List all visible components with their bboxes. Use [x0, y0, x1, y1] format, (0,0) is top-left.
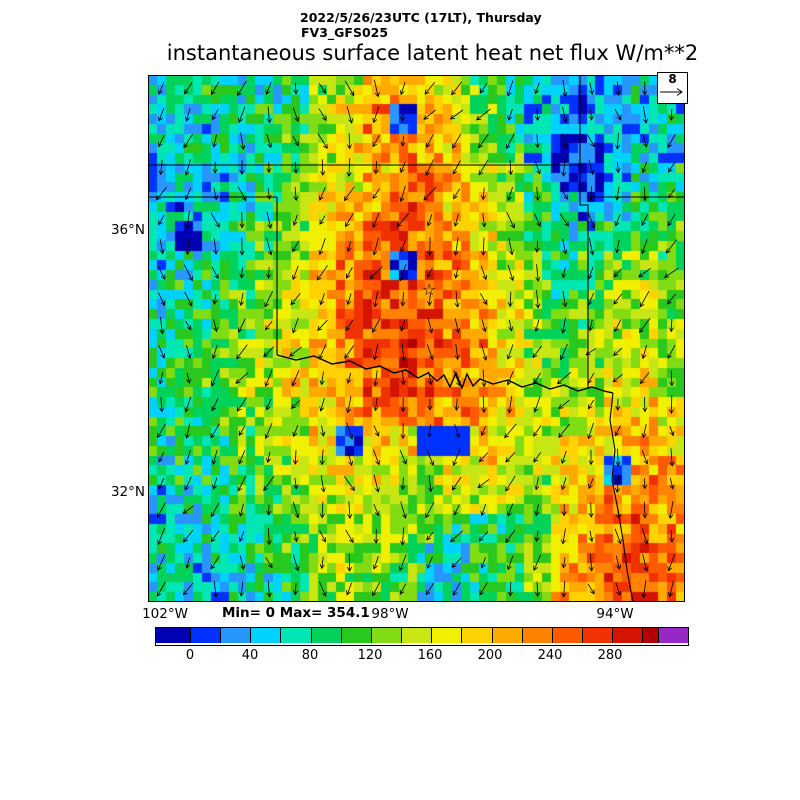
colorbar-segment — [311, 628, 342, 643]
colorbar-tick-label: 160 — [417, 648, 443, 663]
lon-tick-98w: 98°W — [371, 606, 409, 622]
colorbar-segment — [613, 628, 644, 643]
colorbar-tick-label: 240 — [537, 648, 563, 663]
lon-tick-102w: 102°W — [142, 606, 188, 622]
lat-tick-32n: 32°N — [110, 484, 145, 500]
colorbar-tick-label: 280 — [597, 648, 623, 663]
colorbar-segment — [221, 628, 252, 643]
colorbar-segment — [281, 628, 312, 643]
colorbar-tick-label: 80 — [301, 648, 319, 663]
location-star-marker: ☆ — [422, 280, 437, 299]
colorbar-segment — [402, 628, 433, 643]
map-overlay — [148, 75, 685, 602]
colorbar-segment — [643, 628, 659, 643]
colorbar-segment — [492, 628, 523, 643]
colorbar-segment — [251, 628, 282, 643]
state-boundary-oklahoma-east — [579, 165, 685, 388]
state-boundary-oklahoma-panhandle — [148, 196, 278, 355]
reference-vector-value: 8 — [668, 72, 677, 86]
colorbar-segment — [552, 628, 584, 643]
heatmap-canvas — [148, 75, 685, 602]
colorbar-tick-label: 120 — [357, 648, 383, 663]
colorbar-tick-label: 0 — [185, 648, 195, 663]
wind-vectors — [155, 79, 679, 599]
colorbar-segment — [156, 628, 192, 643]
lon-tick-94w: 94°W — [596, 606, 634, 622]
colorbar-tick-label: 40 — [241, 648, 259, 663]
colorbar — [155, 627, 689, 646]
valid-time-text: 2022/5/26/23UTC (17LT), Thursday — [300, 10, 542, 25]
colorbar-segment — [462, 628, 493, 643]
model-name-text: FV3_GFS025 — [301, 25, 389, 40]
colorbar-segment — [432, 628, 463, 643]
reference-arrow-icon — [660, 88, 683, 96]
lat-tick-36n: 36°N — [110, 222, 145, 238]
colorbar-segment — [191, 628, 222, 643]
state-boundary-kansas — [148, 75, 581, 166]
colorbar-segment — [371, 628, 403, 643]
red-river-boundary — [276, 354, 614, 394]
state-boundary-texas-east — [609, 392, 634, 602]
colorbar-segment — [341, 628, 372, 643]
reference-vector-box: 8 — [657, 72, 688, 104]
plot-title: instantaneous surface latent heat net fl… — [166, 41, 699, 65]
colorbar-segment — [522, 628, 553, 643]
colorbar-segment — [658, 628, 689, 643]
colorbar-tick-label: 200 — [477, 648, 503, 663]
colorbar-segment — [583, 628, 614, 643]
min-max-text: Min= 0 Max= 354.1 — [222, 605, 370, 621]
